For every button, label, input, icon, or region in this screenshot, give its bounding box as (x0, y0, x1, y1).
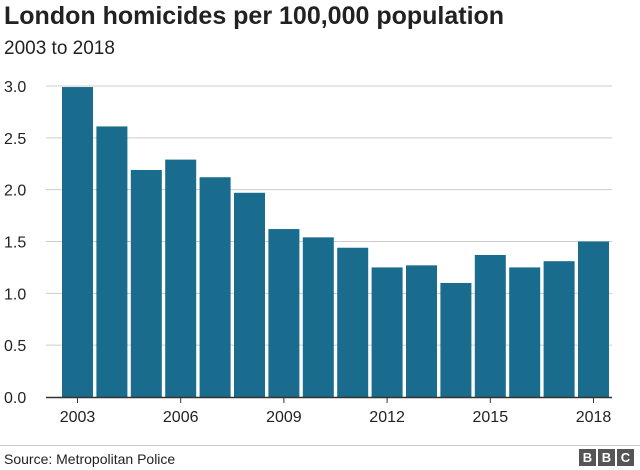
x-tick-label: 2009 (266, 409, 302, 426)
bar-2006 (165, 159, 197, 397)
y-tick-label: 0.0 (4, 390, 26, 407)
y-tick-label: 3.0 (4, 79, 26, 96)
bbc-logo: B B C (579, 449, 634, 466)
bar-2004 (96, 126, 128, 398)
bar-2003 (62, 87, 93, 397)
bar-2009 (268, 229, 300, 397)
y-tick-label: 1.0 (4, 286, 26, 303)
bar-2010 (302, 237, 334, 397)
bar-2011 (337, 247, 369, 397)
bar-chart: 0.00.51.01.52.02.53.0 2003 2006 2009 2012 20… (4, 79, 612, 426)
bar-2017 (543, 261, 575, 397)
x-tick-label: 2012 (369, 409, 405, 426)
bar-2016 (509, 267, 541, 397)
x-tick-label: 2006 (163, 409, 199, 426)
bar-2013 (406, 265, 437, 397)
bar-2008 (234, 192, 265, 397)
x-tick-label: 2003 (60, 409, 96, 426)
bbc-logo-letter: B (598, 449, 615, 466)
x-tick-label: 2018 (576, 409, 612, 426)
y-tick-label: 2.0 (4, 183, 26, 200)
bar-2012 (371, 267, 403, 397)
y-tick-label: 2.5 (4, 131, 26, 148)
x-tick-label: 2015 (473, 409, 509, 426)
bar-2015 (474, 254, 506, 397)
y-tick-label: 1.5 (4, 235, 26, 252)
bbc-logo-letter: C (617, 449, 634, 466)
y-axis-ticks: 0.0 0.5 1.0 1.5 2.0 2.5 3.0 (4, 79, 26, 407)
bar-2014 (440, 282, 472, 397)
y-tick-label: 0.5 (4, 338, 26, 355)
bar-2005 (130, 169, 162, 397)
bar-2018 (578, 241, 609, 397)
footer-divider (0, 445, 640, 446)
chart-title: London homicides per 100,000 population (4, 2, 505, 30)
bars (62, 87, 609, 398)
bar-2007 (199, 177, 231, 397)
bbc-logo-letter: B (579, 449, 596, 466)
chart-subtitle: 2003 to 2018 (4, 38, 115, 59)
source-note: Source: Metropolitan Police (4, 451, 176, 467)
x-axis-ticks: 2003 2006 2009 2012 2015 2018 (60, 397, 612, 426)
